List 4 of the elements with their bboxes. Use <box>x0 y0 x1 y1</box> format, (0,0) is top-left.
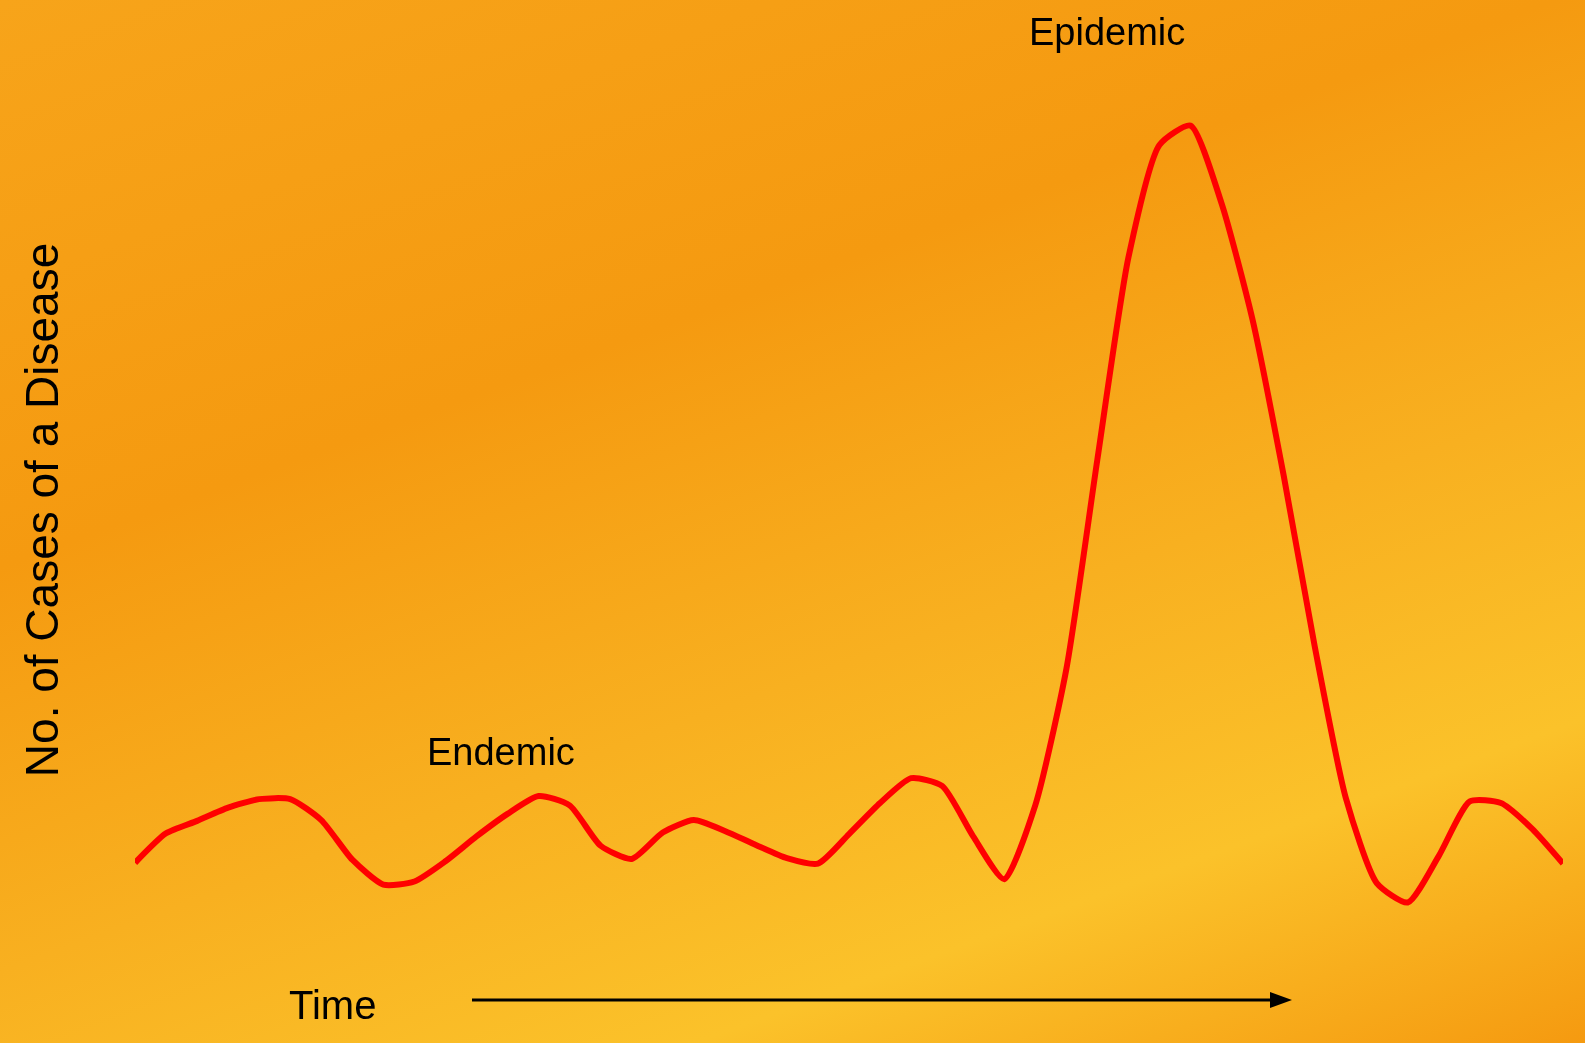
x-axis-title: Time <box>289 983 377 1027</box>
y-axis-title: No. of Cases of a Disease <box>16 242 69 778</box>
text: Epidemic <box>1029 11 1186 53</box>
annotation: Endemic <box>427 731 575 773</box>
